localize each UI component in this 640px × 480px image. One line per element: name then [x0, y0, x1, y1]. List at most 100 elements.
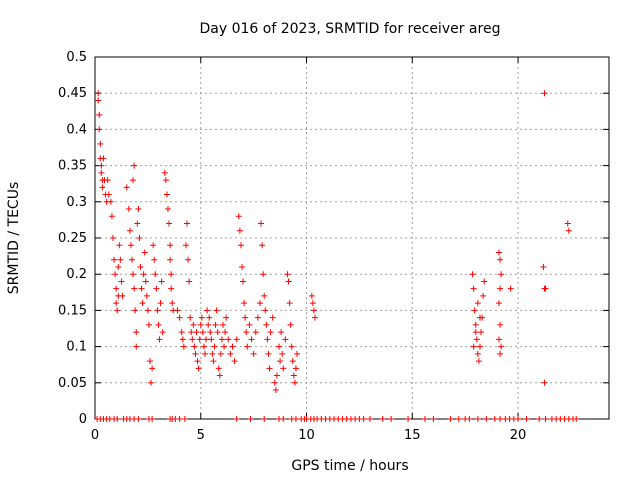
axis-ticks: 0 0.05 0.1 0.15 0.2 0.25 0.3 0.35 0.4 0.45 0.5 0 5 10…: [58, 50, 609, 443]
data-point: [159, 329, 166, 336]
data-point: [233, 336, 240, 343]
data-point: [125, 206, 132, 213]
zero-data-point: [474, 416, 481, 422]
data-point: [108, 213, 115, 220]
data-point: [152, 271, 159, 278]
zero-data-point: [292, 416, 299, 422]
data-point: [250, 350, 257, 357]
data-point: [260, 271, 267, 278]
data-point: [470, 285, 477, 292]
zero-data-point: [247, 416, 254, 422]
data-point: [168, 271, 175, 278]
data-point: [158, 278, 165, 285]
data-point: [117, 256, 124, 263]
data-point: [135, 206, 142, 213]
data-point: [497, 285, 504, 292]
y-tick-label: 0.45: [58, 86, 87, 101]
data-point: [258, 220, 265, 227]
data-point: [236, 227, 243, 234]
data-point: [216, 372, 223, 379]
x-tick-label: 20: [510, 428, 527, 443]
data-point: [132, 307, 139, 314]
data-point: [235, 213, 242, 220]
data-point: [131, 285, 138, 292]
data-points: [94, 90, 580, 422]
data-point: [472, 329, 479, 336]
data-point: [214, 329, 221, 336]
y-tick-label: 0.3: [66, 195, 87, 210]
y-tick-label: 0.4: [66, 122, 87, 137]
data-point: [166, 220, 173, 227]
data-point: [131, 162, 138, 169]
data-point: [111, 256, 118, 263]
data-point: [169, 300, 176, 307]
data-point: [205, 321, 212, 328]
data-point: [186, 278, 193, 285]
data-point: [113, 300, 120, 307]
data-point: [163, 191, 170, 198]
data-point: [148, 379, 155, 386]
zero-data-point: [135, 416, 142, 422]
data-point: [498, 271, 505, 278]
y-tick-label: 0.1: [66, 340, 87, 355]
data-point: [96, 126, 103, 133]
data-point: [95, 97, 102, 104]
y-axis-label: SRMTID / TECUs: [6, 182, 22, 295]
data-point: [496, 336, 503, 343]
data-point: [141, 249, 148, 256]
zero-data-point: [114, 416, 121, 422]
zero-data-point: [447, 416, 454, 422]
data-point: [289, 358, 296, 365]
data-point: [129, 256, 136, 263]
x-tick-label: 15: [404, 428, 421, 443]
data-point: [182, 242, 189, 249]
data-point: [98, 169, 105, 176]
zero-data-point: [421, 416, 428, 422]
data-point: [204, 307, 211, 314]
data-point: [95, 90, 102, 97]
data-point: [309, 300, 316, 307]
data-point: [279, 350, 286, 357]
data-point: [229, 343, 236, 350]
data-point: [308, 292, 315, 299]
data-point: [188, 329, 195, 336]
data-point: [496, 300, 503, 307]
data-point: [215, 365, 222, 372]
data-point: [178, 329, 185, 336]
data-point: [193, 329, 200, 336]
chart-title: Day 016 of 2023, SRMTID for receiver are…: [200, 21, 501, 37]
x-axis-label: GPS time / hours: [291, 458, 408, 474]
data-point: [266, 365, 273, 372]
data-point: [150, 242, 157, 249]
zero-data-point: [233, 416, 240, 422]
zero-data-point: [515, 416, 522, 422]
data-point: [198, 314, 205, 321]
zero-data-point: [405, 416, 412, 422]
y-tick-label: 0.15: [58, 303, 87, 318]
zero-data-point: [430, 416, 437, 422]
zero-data-point: [176, 416, 183, 422]
data-point: [294, 350, 301, 357]
data-point: [263, 321, 270, 328]
data-point: [196, 336, 203, 343]
data-point: [481, 278, 488, 285]
data-point: [174, 307, 181, 314]
data-point: [176, 314, 183, 321]
data-point: [194, 358, 201, 365]
data-point: [133, 329, 140, 336]
data-point: [259, 242, 266, 249]
data-point: [136, 235, 143, 241]
data-point: [269, 314, 276, 321]
data-point: [476, 314, 483, 321]
data-point: [98, 162, 105, 169]
data-point: [241, 300, 248, 307]
data-point: [130, 177, 137, 184]
data-point: [190, 321, 197, 328]
data-point: [496, 249, 503, 256]
data-point: [497, 350, 504, 357]
data-point: [109, 235, 116, 241]
data-point: [282, 336, 289, 343]
data-point: [227, 350, 234, 357]
data-point: [217, 350, 224, 357]
data-point: [471, 307, 478, 314]
